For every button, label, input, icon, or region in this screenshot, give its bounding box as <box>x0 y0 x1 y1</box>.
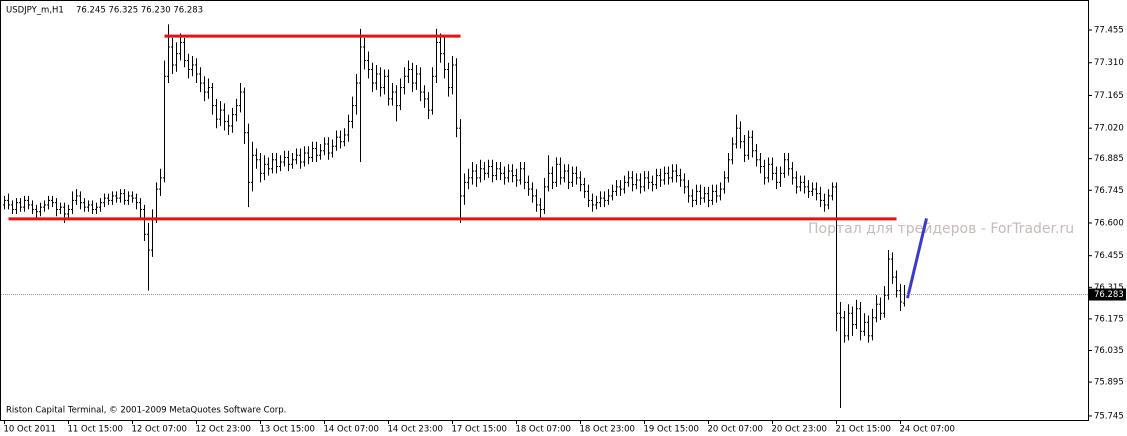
y-tick-label: 76.175 <box>1094 314 1124 324</box>
y-tick-label: 76.600 <box>1094 218 1124 228</box>
chart-title: USDJPY_m,H1 <box>6 6 64 16</box>
x-tick-label: 11 Oct 15:00 <box>68 425 123 435</box>
x-tick-label: 20 Oct 07:00 <box>708 425 763 435</box>
y-tick-label: 77.165 <box>1094 91 1124 101</box>
chart-subtitle: 76.245 76.325 76.230 76.283 <box>76 6 203 16</box>
footer: Riston Capital Terminal, © 2001-2009 Met… <box>6 406 286 416</box>
y-tick-label: 76.885 <box>1094 154 1124 164</box>
y-tick-label: 76.455 <box>1094 251 1124 261</box>
x-tick-label: 18 Oct 23:00 <box>580 425 635 435</box>
x-tick-label: 12 Oct 07:00 <box>132 425 187 435</box>
y-tick-label: 77.020 <box>1094 124 1124 134</box>
x-tick-label: 20 Oct 23:00 <box>772 425 827 435</box>
x-tick-label: 10 Oct 2011 <box>4 425 57 435</box>
watermark: Портал для трейдеров - ForTrader.ru <box>808 221 1074 237</box>
x-tick-label: 21 Oct 15:00 <box>836 425 891 435</box>
y-tick-label: 75.895 <box>1094 378 1124 388</box>
x-tick-label: 19 Oct 15:00 <box>644 425 699 435</box>
x-tick-label: 18 Oct 07:00 <box>516 425 571 435</box>
x-tick-label: 12 Oct 23:00 <box>196 425 251 435</box>
bid-label-box <box>1089 288 1126 301</box>
y-tick-label: 76.315 <box>1094 283 1124 293</box>
x-tick-label: 14 Oct 07:00 <box>324 425 379 435</box>
y-tick-label: 77.455 <box>1094 26 1124 36</box>
x-tick-label: 17 Oct 15:00 <box>452 425 507 435</box>
x-tick-label: 24 Oct 07:00 <box>900 425 955 435</box>
x-tick-label: 14 Oct 23:00 <box>388 425 443 435</box>
y-tick-label: 76.035 <box>1094 346 1124 356</box>
bid-label: 76.283 <box>1094 290 1124 300</box>
y-tick-label: 75.745 <box>1094 411 1124 421</box>
y-tick-label: 76.745 <box>1094 186 1124 196</box>
x-tick-label: 13 Oct 15:00 <box>260 425 315 435</box>
drawn-line <box>906 218 928 299</box>
y-tick-label: 77.310 <box>1094 58 1124 68</box>
